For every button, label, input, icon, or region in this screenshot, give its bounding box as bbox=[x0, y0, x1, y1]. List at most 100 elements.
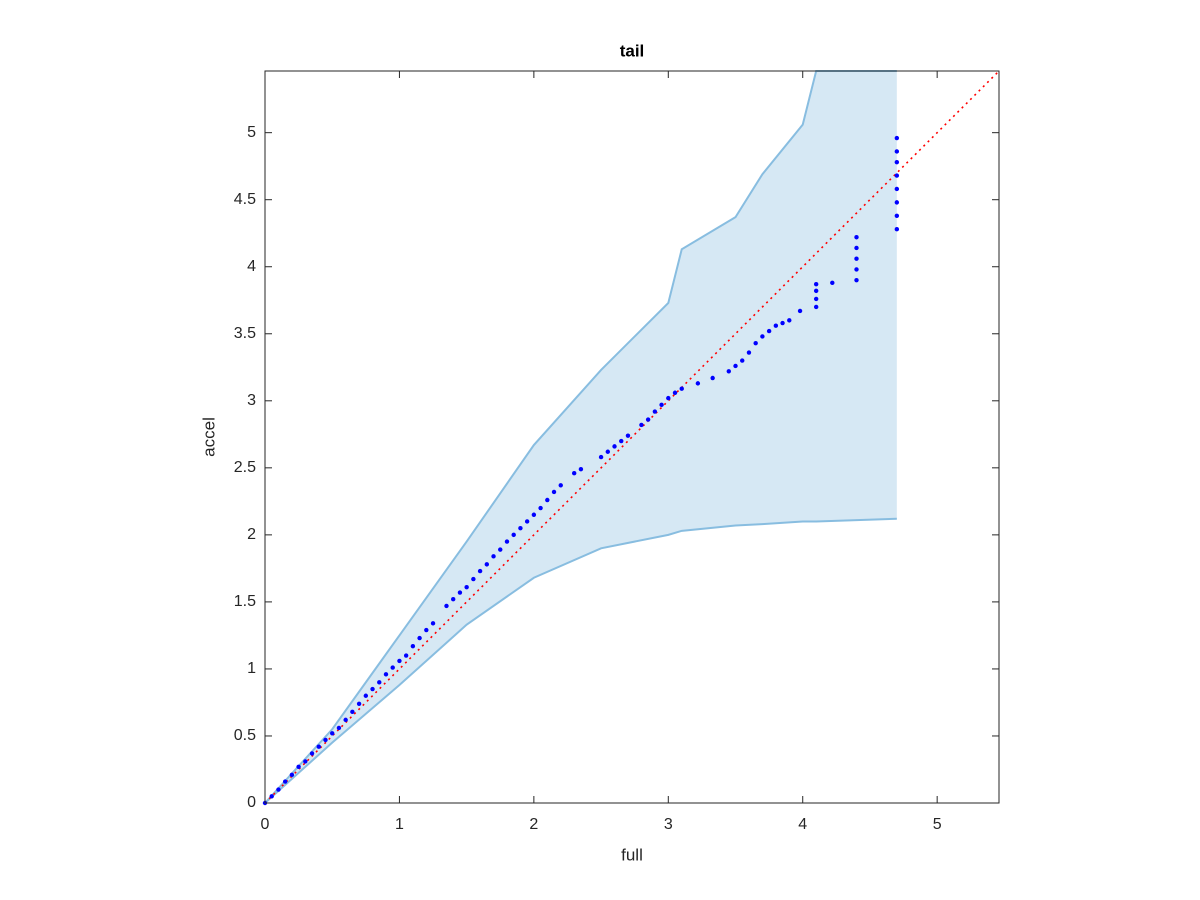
point bbox=[289, 772, 295, 778]
point bbox=[659, 402, 664, 408]
y-tick-label: 2 bbox=[247, 526, 256, 543]
point bbox=[417, 635, 422, 641]
point bbox=[504, 539, 510, 544]
confidence-band bbox=[265, 71, 897, 803]
point bbox=[672, 390, 678, 395]
point bbox=[710, 375, 715, 381]
point bbox=[813, 296, 819, 302]
point bbox=[330, 731, 335, 736]
point bbox=[612, 444, 617, 449]
point bbox=[545, 497, 550, 503]
y-tick-label: 2.5 bbox=[234, 459, 256, 476]
point bbox=[356, 701, 362, 706]
point bbox=[894, 173, 900, 178]
point bbox=[269, 794, 274, 799]
point bbox=[813, 281, 819, 287]
y-axis-label: accel bbox=[199, 417, 218, 457]
chart-title: tail bbox=[620, 41, 645, 60]
x-tick-label: 4 bbox=[798, 816, 807, 833]
point bbox=[780, 320, 785, 326]
point bbox=[679, 386, 684, 391]
point bbox=[619, 438, 624, 444]
y-tick-label: 3.5 bbox=[234, 325, 256, 342]
point bbox=[894, 186, 900, 192]
point bbox=[296, 764, 301, 770]
point bbox=[894, 159, 900, 165]
point bbox=[276, 787, 281, 792]
x-tick-label: 5 bbox=[933, 816, 942, 833]
point bbox=[343, 717, 348, 723]
point bbox=[282, 779, 288, 784]
x-axis-label: full bbox=[621, 845, 643, 864]
point bbox=[854, 235, 859, 240]
point bbox=[894, 135, 900, 141]
point bbox=[390, 665, 395, 670]
point bbox=[370, 686, 375, 692]
point bbox=[309, 751, 315, 756]
band-upper-edge bbox=[264, 70, 897, 804]
y-tick-label: 1.5 bbox=[234, 593, 256, 610]
point bbox=[639, 422, 644, 428]
point bbox=[491, 554, 496, 559]
point bbox=[854, 245, 859, 251]
point bbox=[830, 280, 835, 286]
y-tick-label: 5 bbox=[247, 124, 256, 141]
point bbox=[894, 226, 900, 232]
y-tick-label: 4 bbox=[247, 258, 256, 275]
y-tick-label: 3 bbox=[247, 392, 256, 409]
y-tick-label: 4.5 bbox=[234, 191, 256, 208]
point bbox=[410, 643, 416, 649]
point bbox=[605, 449, 611, 454]
point bbox=[787, 318, 792, 323]
band-lower-edge bbox=[264, 517, 897, 804]
point bbox=[323, 737, 328, 743]
point bbox=[558, 483, 563, 488]
point bbox=[383, 672, 389, 677]
point bbox=[518, 525, 523, 531]
point bbox=[316, 744, 321, 749]
point bbox=[666, 395, 671, 401]
point bbox=[854, 267, 859, 272]
point bbox=[854, 277, 859, 283]
point bbox=[578, 466, 584, 472]
point bbox=[484, 562, 490, 567]
point bbox=[471, 576, 476, 582]
point bbox=[363, 693, 369, 698]
point bbox=[451, 597, 456, 602]
point bbox=[424, 627, 429, 633]
plot-frame bbox=[264, 70, 1000, 804]
point bbox=[753, 340, 758, 346]
point bbox=[397, 658, 402, 664]
point bbox=[726, 369, 731, 374]
point bbox=[498, 547, 503, 552]
point bbox=[403, 653, 409, 658]
point bbox=[538, 505, 543, 511]
point bbox=[377, 680, 382, 685]
x-tick-label: 2 bbox=[529, 816, 538, 833]
point bbox=[813, 304, 819, 310]
y-tick-label: 0.5 bbox=[234, 727, 256, 744]
point bbox=[444, 603, 449, 609]
point bbox=[695, 381, 701, 386]
point bbox=[652, 409, 658, 414]
point bbox=[766, 328, 772, 334]
point bbox=[813, 288, 819, 294]
point bbox=[524, 519, 530, 524]
point bbox=[733, 363, 738, 369]
point bbox=[571, 470, 577, 476]
point bbox=[760, 334, 765, 339]
y-tick-label: 0 bbox=[247, 794, 256, 811]
point bbox=[350, 709, 355, 715]
point bbox=[598, 454, 604, 460]
point bbox=[531, 512, 537, 517]
point bbox=[746, 350, 752, 355]
x-tick-label: 1 bbox=[395, 816, 404, 833]
point bbox=[894, 200, 900, 205]
point bbox=[551, 489, 557, 495]
point bbox=[773, 323, 779, 328]
y-tick-label: 1 bbox=[247, 660, 256, 677]
point bbox=[740, 358, 745, 363]
point bbox=[645, 417, 651, 422]
point bbox=[511, 532, 516, 538]
point bbox=[430, 621, 436, 626]
